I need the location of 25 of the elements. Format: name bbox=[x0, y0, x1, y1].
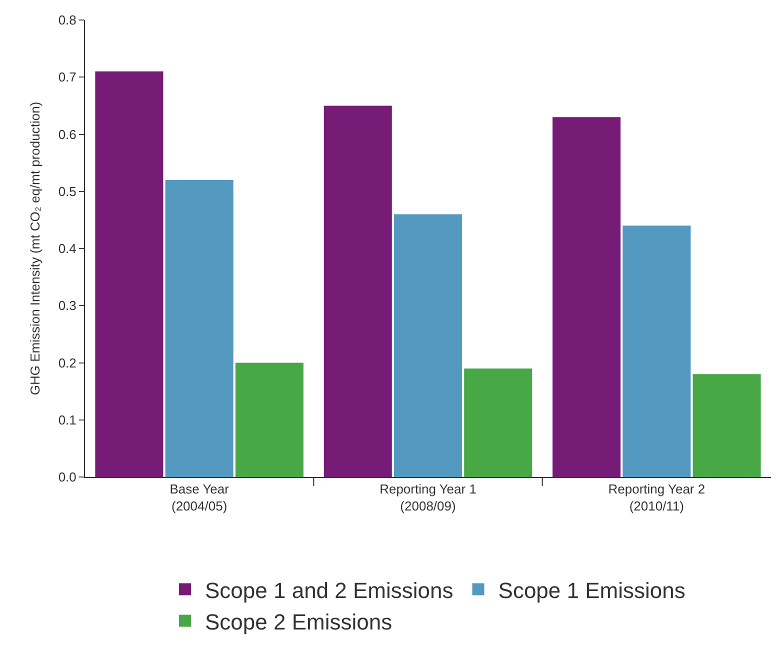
y-tick-label: 0.7 bbox=[58, 70, 76, 85]
bar bbox=[552, 117, 621, 477]
y-tick-label: 0.8 bbox=[58, 12, 76, 28]
y-tick-label: 0.4 bbox=[58, 241, 76, 256]
bar bbox=[324, 106, 392, 477]
y-tick-label: 0.5 bbox=[58, 184, 76, 199]
bar bbox=[464, 368, 532, 477]
x-tick-label: Base Year (2004/05) bbox=[170, 482, 230, 514]
x-tick-label: Reporting Year 1 (2008/09) bbox=[380, 482, 476, 514]
y-tick-label: 0.6 bbox=[58, 126, 76, 142]
y-tick-label: 0.0 bbox=[58, 470, 76, 485]
bar bbox=[165, 180, 234, 477]
legend-label: Scope 1 and 2 Emissions bbox=[205, 578, 454, 603]
bar bbox=[394, 214, 462, 477]
y-tick-label: 0.1 bbox=[58, 412, 76, 428]
bar bbox=[95, 71, 164, 477]
bar bbox=[235, 362, 304, 477]
bar bbox=[692, 374, 761, 477]
y-tick-label: 0.2 bbox=[58, 355, 76, 370]
legend-label: Scope 2 Emissions bbox=[205, 609, 392, 634]
y-tick-label: 0.3 bbox=[58, 298, 76, 314]
y-axis-title: GHG Emission Intensity (mt CO₂ eq/mt production) bbox=[27, 102, 42, 396]
x-tick-label: Reporting Year 2 (2010/11) bbox=[608, 482, 706, 514]
bar bbox=[622, 226, 691, 477]
legend-label: Scope 1 Emissions bbox=[498, 578, 686, 603]
